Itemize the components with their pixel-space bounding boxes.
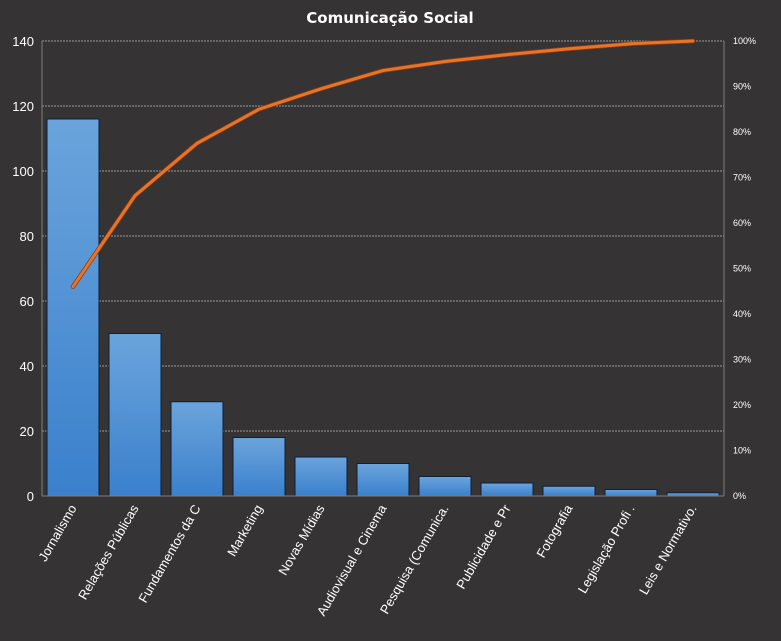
y-tick-label: 40 xyxy=(20,359,34,374)
x-tick-label: Jornalismo xyxy=(35,502,79,564)
bar xyxy=(604,489,658,497)
y2-tick-label: 80% xyxy=(733,127,751,137)
y-tick-label: 140 xyxy=(12,34,34,49)
y2-tick-label: 90% xyxy=(733,82,751,92)
bar xyxy=(294,456,348,497)
x-tick-label: Relações Públicas xyxy=(75,502,142,603)
bar-series xyxy=(46,118,720,497)
y2-tick-label: 100% xyxy=(733,36,756,46)
x-tick-label: Fundamentos da C xyxy=(135,502,203,605)
x-tick-label: Publicidade e Pr xyxy=(453,501,514,591)
y-tick-label: 20 xyxy=(20,424,34,439)
y2-tick-label: 0% xyxy=(733,491,746,501)
x-tick-label: Pesquisa (Comunica. xyxy=(377,502,452,617)
y-tick-label: 0 xyxy=(27,489,34,504)
y2-tick-label: 10% xyxy=(733,446,751,456)
y2-tick-label: 20% xyxy=(733,400,751,410)
bar xyxy=(542,485,596,497)
bar xyxy=(46,118,100,497)
y2-tick-label: 40% xyxy=(733,309,751,319)
bar xyxy=(356,463,410,497)
y-tick-label: 120 xyxy=(12,99,34,114)
x-tick-label: Legislação Profi . xyxy=(575,502,638,596)
x-tick-label: Fotografia xyxy=(533,501,576,560)
y-tick-label: 100 xyxy=(12,164,34,179)
x-tick-label: Leis e Normativo. xyxy=(636,502,700,597)
cumulative-line-series xyxy=(70,38,696,289)
x-tick-label: Audiovisual e Cinema xyxy=(314,501,390,618)
y-tick-label: 80 xyxy=(20,229,34,244)
bar xyxy=(170,401,224,497)
bar xyxy=(418,476,472,497)
bar xyxy=(480,482,534,497)
y2-tick-label: 60% xyxy=(733,218,751,228)
bar xyxy=(232,437,286,497)
chart-title: Comunicação Social xyxy=(306,9,473,27)
y2-tick-label: 70% xyxy=(733,173,751,183)
x-tick-label: Marketing xyxy=(224,502,266,559)
gridlines xyxy=(42,40,724,432)
y2-tick-label: 30% xyxy=(733,355,751,365)
y-axis-left: 0 20 40 60 80 100 120 140 xyxy=(12,34,43,504)
y-tick-label: 60 xyxy=(20,294,34,309)
x-tick-label: Novas Mídias xyxy=(275,502,328,578)
y2-tick-label: 50% xyxy=(733,264,751,274)
cumulative-line xyxy=(71,39,695,289)
y-axis-right: 0% 10% 20% 30% 40% 50% 60% 70% 80% 90% 100% xyxy=(723,36,756,501)
bar xyxy=(108,333,162,497)
cumulative-line-shadow xyxy=(70,38,696,289)
